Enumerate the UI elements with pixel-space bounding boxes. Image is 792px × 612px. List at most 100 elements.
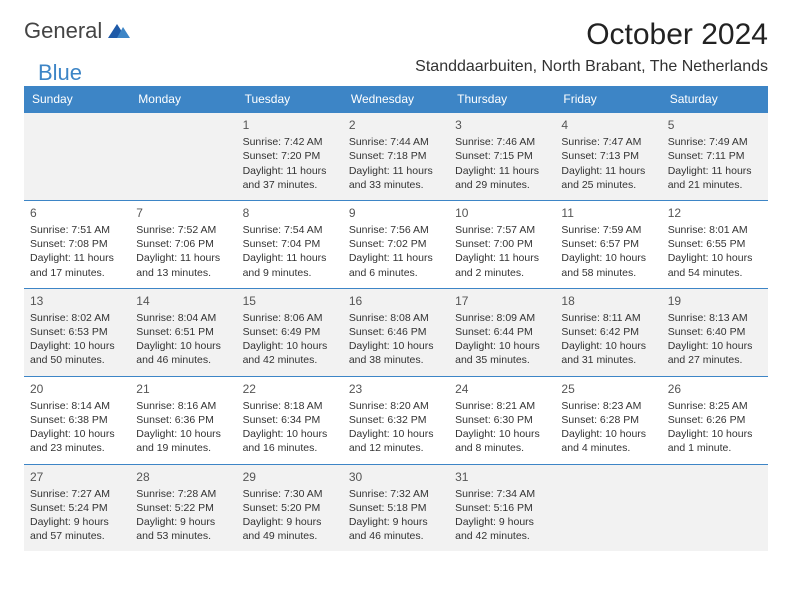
daylight-text: Daylight: 11 hours and 9 minutes. [243, 251, 337, 279]
calendar-day-cell [662, 464, 768, 551]
day-number: 7 [136, 205, 230, 221]
sunrise-text: Sunrise: 8:04 AM [136, 311, 230, 325]
sunset-text: Sunset: 7:15 PM [455, 149, 549, 163]
sunrise-text: Sunrise: 8:13 AM [668, 311, 762, 325]
calendar-day-cell: 8 Sunrise: 7:54 AMSunset: 7:04 PMDaylight… [237, 200, 343, 288]
sunset-text: Sunset: 6:55 PM [668, 237, 762, 251]
day-number: 20 [30, 381, 124, 397]
day-number: 10 [455, 205, 549, 221]
calendar-day-cell: 13Sunrise: 8:02 AMSunset: 6:53 PMDayligh… [24, 288, 130, 376]
sunset-text: Sunset: 7:04 PM [243, 237, 337, 251]
sunrise-text: Sunrise: 8:11 AM [561, 311, 655, 325]
day-header: Monday [130, 86, 236, 113]
daylight-text: Daylight: 9 hours and 57 minutes. [30, 515, 124, 543]
sunrise-text: Sunrise: 8:14 AM [30, 399, 124, 413]
sunrise-text: Sunrise: 7:54 AM [243, 223, 337, 237]
calendar-week-row: 1Sunrise: 7:42 AMSunset: 7:20 PMDaylight… [24, 113, 768, 201]
sunset-text: Sunset: 6:53 PM [30, 325, 124, 339]
calendar-day-cell: 20Sunrise: 8:14 AMSunset: 6:38 PMDayligh… [24, 376, 130, 464]
day-number: 15 [243, 293, 337, 309]
sunset-text: Sunset: 7:13 PM [561, 149, 655, 163]
daylight-text: Daylight: 11 hours and 29 minutes. [455, 164, 549, 192]
day-number: 23 [349, 381, 443, 397]
sunrise-text: Sunrise: 7:59 AM [561, 223, 655, 237]
daylight-text: Daylight: 10 hours and 50 minutes. [30, 339, 124, 367]
sunrise-text: Sunrise: 7:57 AM [455, 223, 549, 237]
calendar-day-cell: 11Sunrise: 7:59 AMSunset: 6:57 PMDayligh… [555, 200, 661, 288]
daylight-text: Daylight: 9 hours and 49 minutes. [243, 515, 337, 543]
calendar-day-cell: 23Sunrise: 8:20 AMSunset: 6:32 PMDayligh… [343, 376, 449, 464]
sunrise-text: Sunrise: 7:42 AM [243, 135, 337, 149]
sunset-text: Sunset: 7:18 PM [349, 149, 443, 163]
sunrise-text: Sunrise: 8:25 AM [668, 399, 762, 413]
sunrise-text: Sunrise: 8:18 AM [243, 399, 337, 413]
day-number: 13 [30, 293, 124, 309]
day-number: 21 [136, 381, 230, 397]
location-subtitle: Standdaarbuiten, North Brabant, The Neth… [415, 58, 768, 76]
day-number: 17 [455, 293, 549, 309]
day-header: Sunday [24, 86, 130, 113]
sunset-text: Sunset: 5:20 PM [243, 501, 337, 515]
day-number: 11 [561, 205, 655, 221]
sunset-text: Sunset: 5:22 PM [136, 501, 230, 515]
day-number: 8 [243, 205, 337, 221]
sunset-text: Sunset: 6:44 PM [455, 325, 549, 339]
calendar-day-cell: 10Sunrise: 7:57 AMSunset: 7:00 PMDayligh… [449, 200, 555, 288]
day-number: 26 [668, 381, 762, 397]
daylight-text: Daylight: 10 hours and 46 minutes. [136, 339, 230, 367]
day-number: 2 [349, 117, 443, 133]
daylight-text: Daylight: 10 hours and 12 minutes. [349, 427, 443, 455]
day-number: 18 [561, 293, 655, 309]
sunset-text: Sunset: 7:20 PM [243, 149, 337, 163]
daylight-text: Daylight: 11 hours and 25 minutes. [561, 164, 655, 192]
daylight-text: Daylight: 11 hours and 17 minutes. [30, 251, 124, 279]
day-number: 12 [668, 205, 762, 221]
daylight-text: Daylight: 10 hours and 31 minutes. [561, 339, 655, 367]
day-number: 25 [561, 381, 655, 397]
daylight-text: Daylight: 10 hours and 58 minutes. [561, 251, 655, 279]
daylight-text: Daylight: 10 hours and 35 minutes. [455, 339, 549, 367]
sunset-text: Sunset: 6:32 PM [349, 413, 443, 427]
daylight-text: Daylight: 11 hours and 33 minutes. [349, 164, 443, 192]
sunrise-text: Sunrise: 7:56 AM [349, 223, 443, 237]
logo-text-general: General [24, 18, 102, 44]
daylight-text: Daylight: 10 hours and 1 minute. [668, 427, 762, 455]
calendar-week-row: 27Sunrise: 7:27 AMSunset: 5:24 PMDayligh… [24, 464, 768, 551]
sunset-text: Sunset: 6:38 PM [30, 413, 124, 427]
day-number: 9 [349, 205, 443, 221]
calendar-day-cell: 6Sunrise: 7:51 AMSunset: 7:08 PMDaylight… [24, 200, 130, 288]
daylight-text: Daylight: 10 hours and 8 minutes. [455, 427, 549, 455]
daylight-text: Daylight: 9 hours and 46 minutes. [349, 515, 443, 543]
sunrise-text: Sunrise: 8:06 AM [243, 311, 337, 325]
calendar-week-row: 20 Sunrise: 8:14 AMSunset: 6:38 PM Dayligh… [24, 376, 768, 464]
day-number: 6 [30, 205, 124, 221]
day-number: 24 [455, 381, 549, 397]
sunset-text: Sunset: 7:02 PM [349, 237, 443, 251]
day-header: Saturday [662, 86, 768, 113]
sunrise-text: Sunrise: 8:21 AM [455, 399, 549, 413]
sunset-text: Sunset: 6:51 PM [136, 325, 230, 339]
sunrise-text: Sunrise: 7:28 AM [136, 487, 230, 501]
sunrise-text: Sunrise: 8:08 AM [349, 311, 443, 325]
calendar-day-cell: 24Sunrise: 8:21 AMSunset: 6:30 PMDayligh… [449, 376, 555, 464]
calendar-table: SundayMondayTuesdayWednesdayThursdayFrid… [24, 86, 768, 551]
calendar-day-cell: 25Sunrise: 8:23 AMSunset: 6:28 PMDayligh… [555, 376, 661, 464]
sunset-text: Sunset: 7:08 PM [30, 237, 124, 251]
sunrise-text: Sunrise: 8:01 AM [668, 223, 762, 237]
day-number: 29 [243, 469, 337, 485]
daylight-text: Daylight: 10 hours and 42 minutes. [243, 339, 337, 367]
sunset-text: Sunset: 6:46 PM [349, 325, 443, 339]
day-number: 31 [455, 469, 549, 485]
calendar-day-cell: 14Sunrise: 8:04 AMSunset: 6:51 PMDayligh… [130, 288, 236, 376]
sunset-text: Sunset: 5:16 PM [455, 501, 549, 515]
daylight-text: Daylight: 10 hours and 16 minutes. [243, 427, 337, 455]
daylight-text: Daylight: 9 hours and 53 minutes. [136, 515, 230, 543]
sunset-text: Sunset: 6:40 PM [668, 325, 762, 339]
daylight-text: Daylight: 10 hours and 4 minutes. [561, 427, 655, 455]
calendar-day-cell: 15Sunrise: 8:06 AMSunset: 6:49 PMDayligh… [237, 288, 343, 376]
day-number: 5 [668, 117, 762, 133]
calendar-day-cell: 17Sunrise: 8:09 AMSunset: 6:44 PMDayligh… [449, 288, 555, 376]
sunrise-text: Sunrise: 7:44 AM [349, 135, 443, 149]
sunset-text: Sunset: 7:11 PM [668, 149, 762, 163]
page-title: October 2024 [586, 18, 768, 52]
